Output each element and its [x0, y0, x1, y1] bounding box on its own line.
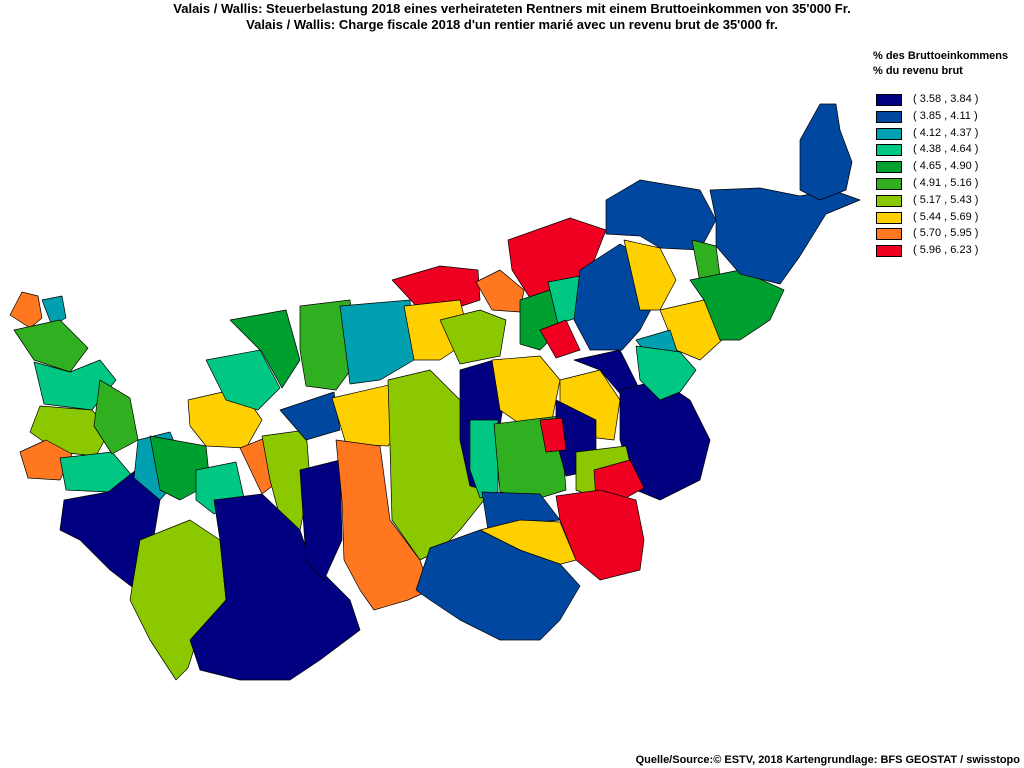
municipality-region	[539, 417, 567, 453]
municipality-region	[299, 459, 343, 581]
legend-swatch	[876, 194, 902, 207]
legend-swatch	[876, 177, 902, 190]
legend-label: ( 5.44 , 5.69 )	[913, 210, 979, 223]
legend-label: ( 5.96 , 6.23 )	[913, 244, 979, 257]
municipality-region	[605, 179, 717, 251]
municipality-region	[13, 319, 89, 373]
municipality-region	[439, 309, 507, 365]
legend-label: ( 4.91 , 5.16 )	[913, 176, 979, 189]
municipality-region	[279, 391, 341, 441]
municipality-region	[415, 529, 581, 641]
legend-label: ( 4.65 , 4.90 )	[913, 160, 979, 173]
legend-swatch	[876, 144, 902, 157]
legend-label: ( 4.12 , 4.37 )	[913, 126, 979, 139]
municipality-region	[709, 187, 861, 285]
municipality-region	[93, 379, 139, 455]
municipality-region	[339, 299, 415, 385]
legend-heading-german: % des Bruttoeinkommens	[873, 50, 1009, 62]
legend-heading-french: % du revenu brut	[873, 65, 963, 77]
municipality-region	[635, 345, 697, 401]
legend-swatch	[876, 211, 902, 224]
municipality-region	[555, 489, 645, 581]
chart-title-german: Valais / Wallis: Steuerbelastung 2018 ei…	[173, 1, 851, 16]
legend-label: ( 5.70 , 5.95 )	[913, 227, 979, 240]
municipality-region	[205, 349, 281, 411]
legend-swatch	[876, 127, 902, 140]
legend-swatch	[876, 228, 902, 241]
legend-swatch	[876, 161, 902, 174]
municipality-region	[41, 295, 67, 327]
municipality-regions	[9, 103, 861, 681]
municipality-region	[9, 291, 43, 329]
municipality-region	[189, 493, 361, 681]
legend-swatch	[876, 245, 902, 258]
legend-swatch	[876, 94, 902, 106]
legend-label: ( 5.17 , 5.43 )	[913, 193, 979, 206]
municipality-region	[149, 435, 211, 501]
municipality-region	[229, 309, 301, 389]
legend-label: ( 3.58 , 3.84 )	[913, 93, 979, 105]
source-credit: Quelle/Source:© ESTV, 2018 Kartengrundla…	[635, 754, 1020, 766]
municipality-region	[33, 359, 117, 411]
municipality-region	[799, 103, 853, 201]
legend-label: ( 4.38 , 4.64 )	[913, 143, 979, 156]
chart-title-french: Valais / Wallis: Charge fiscale 2018 d'u…	[246, 17, 778, 32]
municipality-region	[335, 439, 431, 611]
municipality-region	[539, 319, 581, 359]
municipality-region	[623, 239, 677, 311]
legend-label: ( 3.85 , 4.11 )	[913, 109, 978, 122]
legend-swatch	[876, 110, 902, 123]
